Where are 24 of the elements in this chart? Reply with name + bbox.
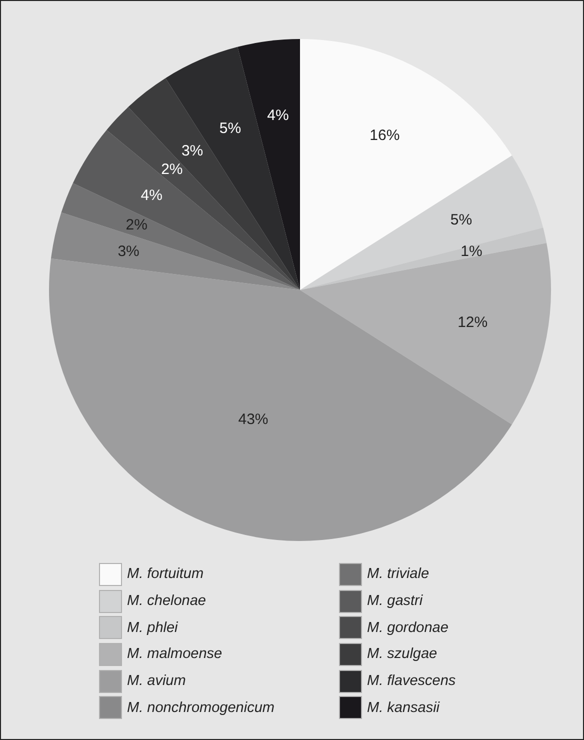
data-label: 16% bbox=[370, 127, 400, 144]
legend-label: M. nonchromogenicum bbox=[127, 700, 274, 716]
data-label: 4% bbox=[140, 186, 162, 204]
legend-label: M. flavescens bbox=[367, 673, 456, 690]
legend-label: M. phlei bbox=[127, 620, 178, 636]
data-label: 2% bbox=[161, 160, 183, 178]
data-label: 3% bbox=[181, 142, 204, 160]
data-label: 1% bbox=[460, 242, 482, 260]
legend-label: M. chelonae bbox=[127, 593, 206, 610]
legend-label: M. kansasii bbox=[367, 700, 440, 716]
legend-label: M. szulgae bbox=[367, 646, 438, 662]
legend-label: M. gordonae bbox=[367, 620, 448, 636]
legend-label: M. avium bbox=[127, 673, 186, 690]
legend-label: M. gastri bbox=[367, 593, 423, 610]
data-label: 5% bbox=[219, 120, 242, 137]
data-label: 2% bbox=[126, 216, 148, 234]
legend-label: M. triviale bbox=[367, 566, 430, 582]
data-label: 5% bbox=[450, 211, 472, 228]
data-label: 4% bbox=[267, 106, 289, 124]
data-label: 12% bbox=[458, 314, 488, 332]
legend-label: M. fortuitum bbox=[127, 566, 204, 582]
data-label: 43% bbox=[238, 411, 268, 428]
data-label: 3% bbox=[118, 242, 140, 260]
legend-label: M. malmoense bbox=[127, 646, 222, 662]
